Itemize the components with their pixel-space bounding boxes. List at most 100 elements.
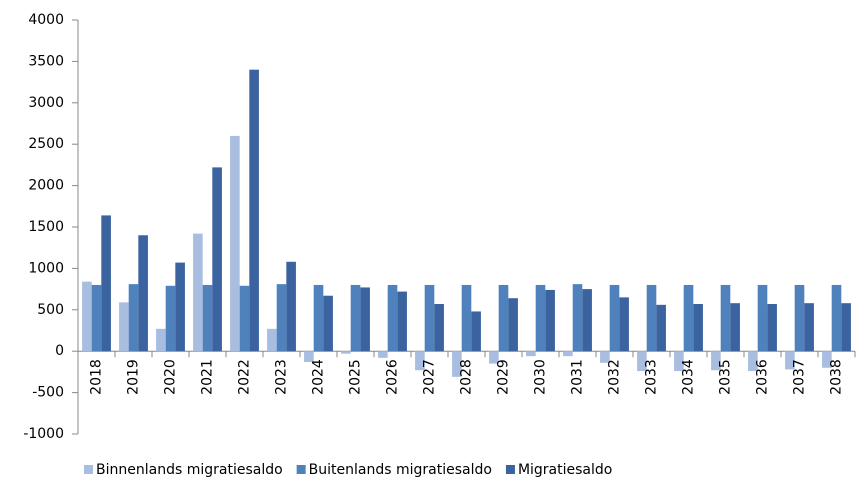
- bar: [156, 328, 166, 352]
- bar: [804, 303, 814, 352]
- bar: [471, 311, 481, 352]
- bar: [360, 287, 370, 352]
- bar: [350, 284, 361, 352]
- x-tick-label: 2027: [422, 359, 438, 395]
- bar: [397, 291, 407, 352]
- y-tick-label: 4000: [28, 12, 64, 28]
- y-tick-label: 3000: [28, 95, 64, 111]
- bar: [91, 284, 102, 352]
- x-tick-label: 2026: [385, 359, 401, 395]
- bar: [304, 351, 314, 362]
- bar: [193, 233, 203, 352]
- bar: [785, 351, 795, 370]
- x-tick-label: 2029: [496, 359, 512, 395]
- bar: [794, 284, 805, 352]
- x-tick-label: 2022: [237, 359, 253, 395]
- bar: [508, 298, 518, 352]
- x-tick-label: 2036: [755, 359, 771, 395]
- x-tick-label: 2034: [681, 359, 697, 395]
- bar: [415, 351, 425, 371]
- bar: [452, 351, 462, 377]
- bar: [489, 351, 499, 364]
- bar: [563, 351, 573, 357]
- bar: [693, 304, 703, 352]
- bar: [841, 303, 851, 352]
- bar: [341, 351, 351, 354]
- bar: [175, 262, 185, 352]
- y-tick-label: 0: [55, 343, 64, 359]
- bar: [822, 351, 832, 368]
- bar: [757, 284, 768, 352]
- bar: [165, 285, 176, 352]
- bar: [286, 261, 296, 352]
- bar: [535, 284, 546, 352]
- bar: [276, 284, 287, 352]
- bar: [748, 351, 758, 372]
- y-tick-label: 1500: [28, 219, 64, 235]
- x-tick-label: 2020: [163, 359, 179, 395]
- bar: [619, 297, 629, 352]
- bar: [609, 284, 620, 352]
- bar: [387, 284, 398, 352]
- bar: [101, 215, 111, 352]
- bar: [831, 284, 842, 352]
- x-tick-label: 2028: [459, 359, 475, 395]
- x-tick-label: 2030: [533, 359, 549, 395]
- x-tick-label: 2032: [607, 359, 623, 395]
- y-tick-label: -500: [32, 385, 64, 401]
- x-tick-label: 2018: [89, 359, 105, 395]
- x-tick-label: 2031: [570, 359, 586, 395]
- bar: [212, 167, 222, 352]
- bar: [730, 303, 740, 352]
- bar: [378, 351, 388, 358]
- x-tick-label: 2019: [126, 359, 142, 395]
- x-tick-label: 2025: [348, 359, 364, 395]
- bar: [313, 284, 324, 352]
- bar: [711, 351, 721, 371]
- bar: [424, 284, 435, 352]
- y-tick-label: 2000: [28, 178, 64, 194]
- x-tick-label: 2021: [200, 359, 216, 395]
- legend-label: Migratiesaldo: [518, 462, 612, 478]
- bar: [239, 285, 250, 352]
- bar: [674, 351, 684, 372]
- bar: [267, 328, 277, 352]
- bar: [572, 284, 583, 352]
- bar: [249, 69, 259, 352]
- bar: [582, 289, 592, 352]
- x-tick-label: 2035: [718, 359, 734, 395]
- bar: [202, 284, 213, 352]
- bar: [82, 281, 92, 352]
- bar: [683, 284, 694, 352]
- bar: [128, 284, 139, 352]
- bar: [637, 351, 647, 372]
- bar: [720, 284, 731, 352]
- bar: [119, 302, 129, 352]
- y-tick-label: 3500: [28, 53, 64, 69]
- bar: [461, 284, 472, 352]
- y-tick-label: 1000: [28, 260, 64, 276]
- bar: [526, 351, 536, 357]
- bar: [230, 135, 240, 352]
- legend-label: Binnenlands migratiesaldo: [96, 462, 283, 478]
- x-tick-label: 2038: [829, 359, 845, 395]
- bar: [138, 235, 148, 352]
- bar: [646, 284, 657, 352]
- x-tick-label: 2023: [274, 359, 290, 395]
- bar: [600, 351, 610, 363]
- legend-swatch: [505, 465, 515, 474]
- x-tick-label: 2024: [311, 359, 327, 395]
- bar: [323, 295, 333, 352]
- bar: [767, 304, 777, 352]
- legend-swatch: [296, 465, 306, 474]
- legend-label: Buitenlands migratiesaldo: [309, 462, 492, 478]
- bar: [498, 284, 509, 352]
- bar: [545, 289, 555, 352]
- bar: [656, 304, 666, 352]
- bar: [434, 304, 444, 352]
- x-tick-label: 2033: [644, 359, 660, 395]
- x-tick-label: 2037: [792, 359, 808, 395]
- y-tick-label: 2500: [28, 136, 64, 152]
